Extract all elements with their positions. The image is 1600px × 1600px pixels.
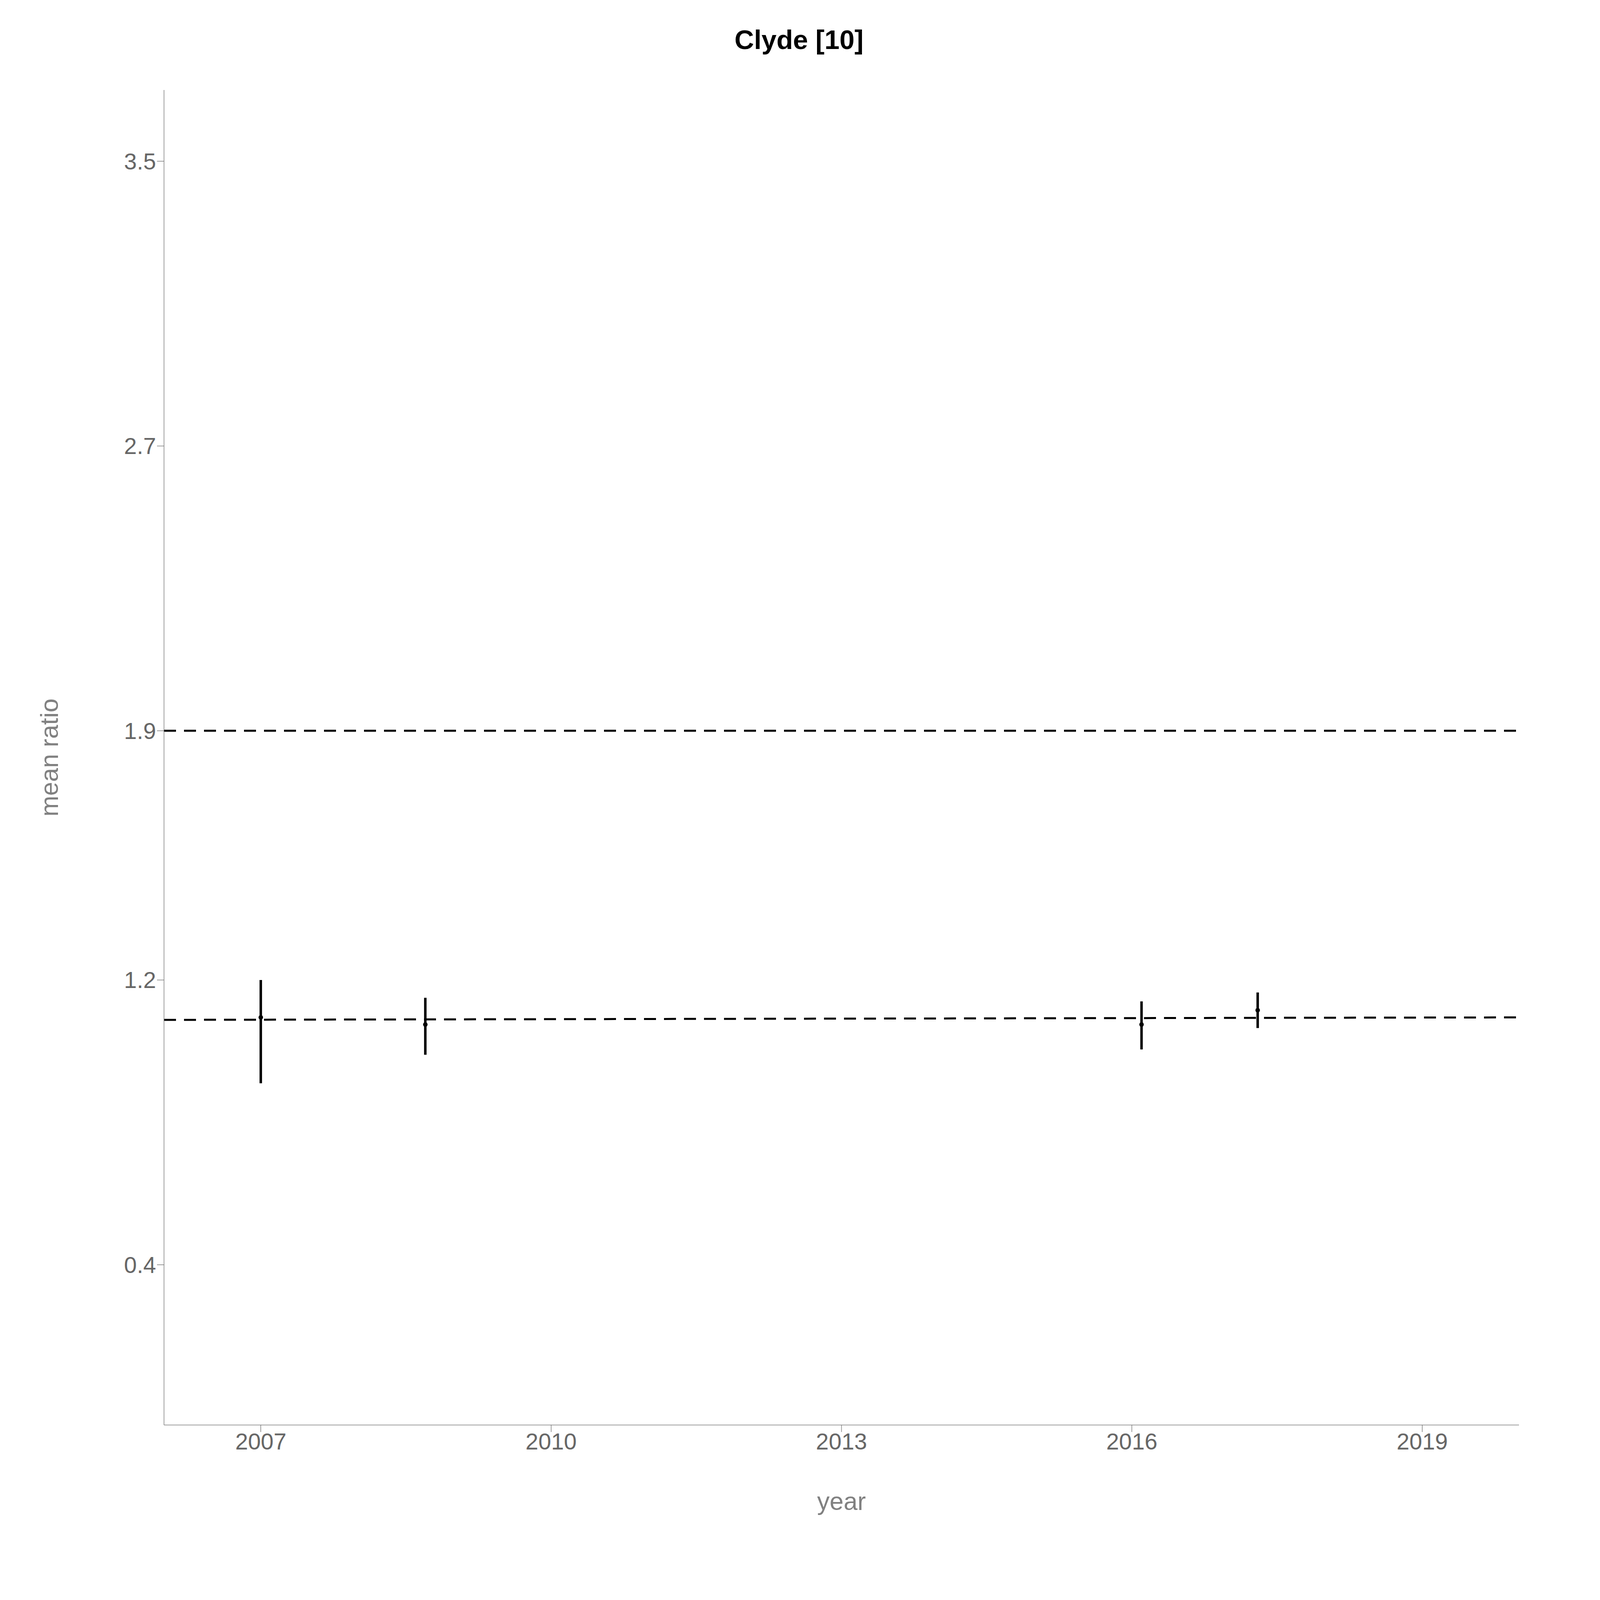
svg-text:0.4: 0.4 <box>124 1252 156 1278</box>
svg-text:2010: 2010 <box>525 1428 577 1455</box>
html-text:Clyde [10]: Clyde [10] <box>734 24 864 55</box>
svg-text:3.5: 3.5 <box>124 148 156 175</box>
svg-text:1.2: 1.2 <box>124 967 156 993</box>
svg-text:2.7: 2.7 <box>124 433 156 459</box>
svg-text:mean ratio: mean ratio <box>35 698 64 817</box>
svg-text:year: year <box>817 1487 866 1516</box>
svg-text:2013: 2013 <box>816 1428 867 1455</box>
svg-text:2016: 2016 <box>1106 1428 1158 1455</box>
svg-text:2019: 2019 <box>1396 1428 1448 1455</box>
svg-text:2007: 2007 <box>235 1428 286 1455</box>
svg-text:1.9: 1.9 <box>124 718 156 744</box>
